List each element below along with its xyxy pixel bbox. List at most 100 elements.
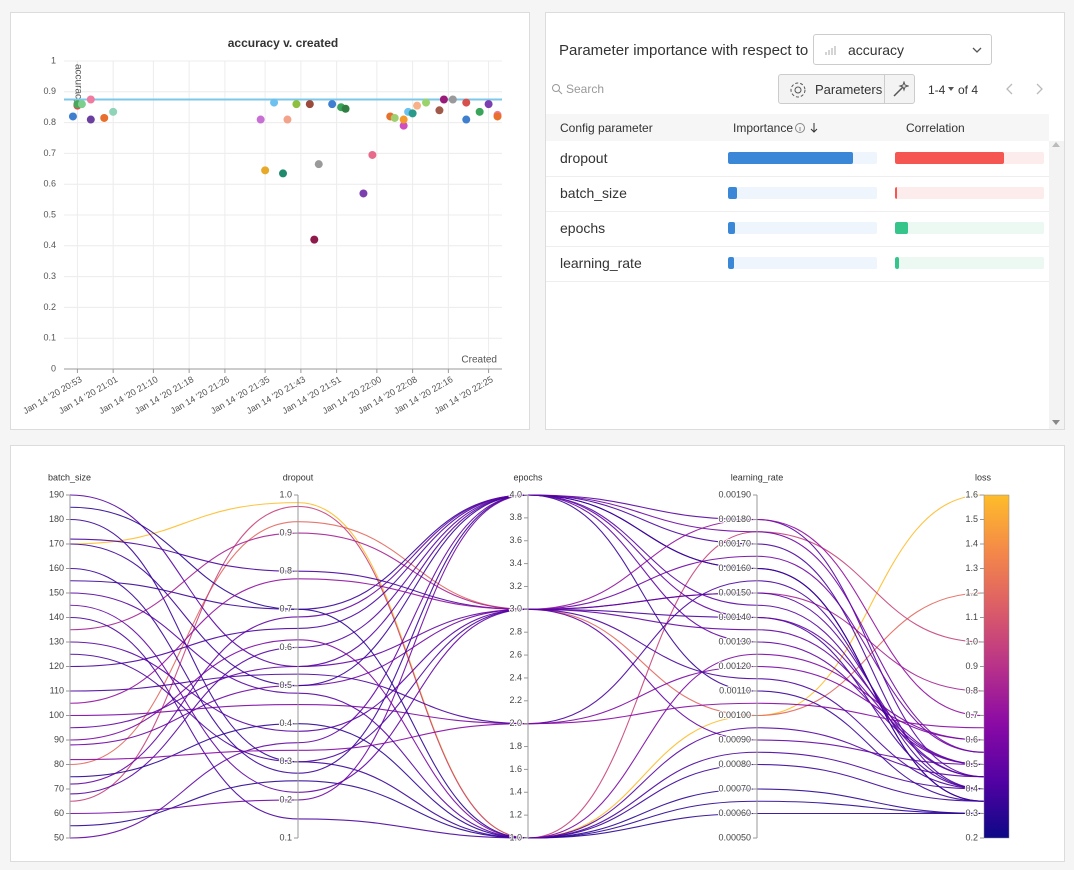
tick-label: 0.8 bbox=[965, 685, 978, 695]
tick-label: 0.00110 bbox=[719, 685, 751, 695]
tick-label: 0.00060 bbox=[718, 808, 751, 818]
tick-label: 80 bbox=[54, 759, 64, 769]
tick-label: 1.5 bbox=[965, 514, 978, 524]
tick-label: 0.6 bbox=[279, 642, 292, 652]
run-line bbox=[70, 495, 984, 814]
tick-label: 0.4 bbox=[279, 718, 292, 728]
tick-label: 1.1 bbox=[965, 612, 978, 622]
tick-label: 140 bbox=[49, 612, 64, 622]
y-tick-label: 0.4 bbox=[43, 240, 56, 250]
tick-label: 0.2 bbox=[279, 794, 292, 804]
tick-label: 0.4 bbox=[965, 783, 978, 793]
tick-label: 2.6 bbox=[509, 649, 522, 659]
point bbox=[109, 108, 117, 116]
x-axis-title: Created bbox=[461, 355, 497, 366]
y-tick-label: 0.8 bbox=[43, 117, 56, 127]
y-tick-label: 0.2 bbox=[43, 302, 56, 312]
tick-label: 170 bbox=[49, 538, 64, 548]
axis-title: epochs bbox=[513, 472, 543, 482]
point bbox=[257, 116, 265, 124]
tick-label: 2.4 bbox=[509, 672, 522, 682]
point bbox=[342, 105, 350, 113]
tick-label: 1.0 bbox=[965, 636, 978, 646]
tick-label: 0.5 bbox=[965, 759, 978, 769]
run-line bbox=[70, 724, 984, 838]
tick-label: 0.9 bbox=[279, 527, 292, 537]
point bbox=[440, 96, 448, 104]
run-line bbox=[70, 609, 984, 789]
tick-label: 0.2 bbox=[965, 832, 978, 842]
colorbar bbox=[984, 495, 1009, 838]
y-tick-label: 0.6 bbox=[43, 179, 56, 189]
tick-label: 1.0 bbox=[279, 489, 292, 499]
tick-label: 150 bbox=[49, 587, 64, 597]
tick-label: 0.00160 bbox=[718, 563, 751, 573]
point bbox=[283, 116, 291, 124]
y-tick-label: 0.9 bbox=[43, 86, 56, 96]
point bbox=[87, 96, 95, 104]
point bbox=[292, 100, 300, 108]
tick-label: 0.00120 bbox=[718, 661, 751, 671]
tick-label: 50 bbox=[54, 832, 64, 842]
axis-title: learning_rate bbox=[731, 472, 784, 482]
y-axis-title: accuracy bbox=[72, 64, 83, 104]
tick-label: 3.4 bbox=[509, 558, 522, 568]
point bbox=[449, 96, 457, 104]
y-tick-label: 0.5 bbox=[43, 209, 56, 219]
tick-label: 130 bbox=[49, 636, 64, 646]
point bbox=[485, 100, 493, 108]
tick-label: 1.2 bbox=[509, 810, 522, 820]
tick-label: 0.00100 bbox=[718, 710, 751, 720]
tick-label: 0.00170 bbox=[718, 538, 751, 548]
point bbox=[409, 109, 417, 117]
axis-title: loss bbox=[975, 472, 992, 482]
y-tick-label: 0.1 bbox=[43, 333, 56, 343]
run-line bbox=[70, 556, 984, 752]
tick-label: 0.00150 bbox=[718, 587, 751, 597]
tick-label: 1.6 bbox=[965, 489, 978, 499]
point bbox=[261, 166, 269, 174]
point bbox=[435, 106, 443, 114]
point bbox=[328, 100, 336, 108]
run-line bbox=[70, 593, 984, 838]
tick-label: 3.6 bbox=[509, 535, 522, 545]
point bbox=[462, 116, 470, 124]
point bbox=[78, 100, 86, 108]
tick-label: 60 bbox=[54, 808, 64, 818]
point bbox=[87, 116, 95, 124]
point bbox=[494, 112, 502, 120]
tick-label: 0.3 bbox=[279, 756, 292, 766]
tick-label: 0.00090 bbox=[718, 734, 751, 744]
tick-label: 1.4 bbox=[965, 538, 978, 548]
point bbox=[391, 114, 399, 122]
chart-title: accuracy v. created bbox=[228, 36, 339, 50]
tick-label: 0.00050 bbox=[718, 832, 751, 842]
x-tick-label: Jan 14 '20 20:53 bbox=[21, 374, 83, 416]
tick-label: 0.00080 bbox=[718, 759, 751, 769]
y-tick-label: 0 bbox=[51, 363, 56, 373]
tick-label: 4.0 bbox=[509, 489, 522, 499]
run-line bbox=[70, 506, 984, 838]
run-line bbox=[70, 539, 984, 789]
tick-label: 0.3 bbox=[965, 808, 978, 818]
tick-label: 160 bbox=[49, 563, 64, 573]
tick-label: 0.6 bbox=[965, 734, 978, 744]
point bbox=[413, 102, 421, 110]
point bbox=[270, 99, 278, 107]
y-tick-label: 0.7 bbox=[43, 148, 56, 158]
point bbox=[100, 114, 108, 122]
tick-label: 2.8 bbox=[509, 627, 522, 637]
tick-label: 3.8 bbox=[509, 512, 522, 522]
point bbox=[310, 236, 318, 244]
tick-label: 0.1 bbox=[279, 832, 292, 842]
tick-label: 0.5 bbox=[279, 680, 292, 690]
tick-label: 3.2 bbox=[509, 581, 522, 591]
tick-label: 2.0 bbox=[509, 718, 522, 728]
run-line bbox=[70, 495, 984, 838]
run-line bbox=[70, 781, 984, 838]
point bbox=[368, 151, 376, 159]
tick-label: 0.00180 bbox=[718, 514, 751, 524]
tick-label: 1.6 bbox=[509, 764, 522, 774]
